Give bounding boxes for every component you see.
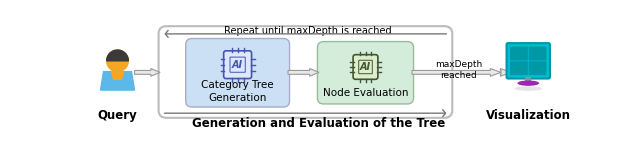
FancyBboxPatch shape — [358, 60, 372, 74]
FancyArrow shape — [412, 69, 501, 76]
FancyBboxPatch shape — [159, 26, 452, 118]
FancyBboxPatch shape — [529, 61, 546, 75]
Text: Visualization: Visualization — [486, 109, 571, 122]
Ellipse shape — [514, 86, 542, 91]
Text: AI: AI — [360, 62, 371, 72]
Text: Generation and Evaluation of the Tree: Generation and Evaluation of the Tree — [192, 117, 445, 130]
Bar — [525, 77, 531, 83]
Circle shape — [106, 50, 129, 72]
FancyBboxPatch shape — [510, 61, 528, 75]
Text: maxDepth
reached: maxDepth reached — [435, 60, 482, 81]
FancyBboxPatch shape — [510, 47, 528, 60]
Polygon shape — [112, 72, 123, 79]
Text: Repeat until maxDepth is reached: Repeat until maxDepth is reached — [224, 26, 391, 36]
FancyArrow shape — [500, 69, 511, 76]
FancyBboxPatch shape — [186, 38, 290, 107]
Text: Query: Query — [98, 109, 137, 122]
FancyBboxPatch shape — [224, 51, 251, 79]
FancyArrow shape — [135, 69, 160, 76]
FancyBboxPatch shape — [529, 47, 546, 60]
FancyBboxPatch shape — [230, 57, 245, 72]
FancyBboxPatch shape — [318, 42, 413, 104]
Ellipse shape — [517, 80, 539, 86]
Polygon shape — [106, 50, 129, 61]
FancyBboxPatch shape — [353, 55, 378, 79]
Text: Category Tree
Generation: Category Tree Generation — [202, 80, 274, 103]
FancyArrow shape — [288, 69, 319, 76]
Text: AI: AI — [232, 60, 243, 70]
Polygon shape — [100, 72, 135, 90]
Text: Node Evaluation: Node Evaluation — [323, 88, 408, 98]
FancyBboxPatch shape — [507, 43, 550, 79]
